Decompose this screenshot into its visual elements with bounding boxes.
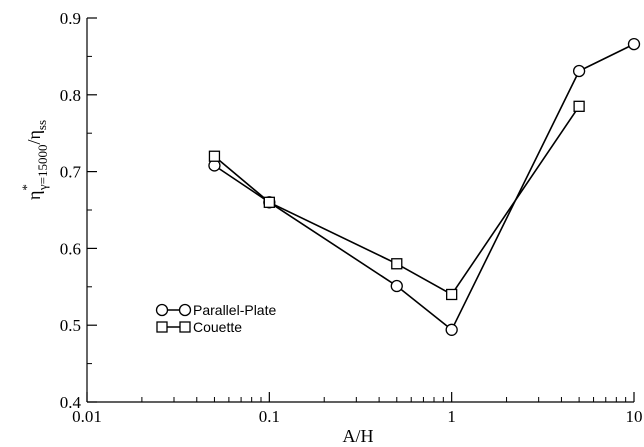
data-point-square xyxy=(208,150,221,162)
y-tick-label: 0.5 xyxy=(60,316,81,335)
y-axis-label-sub2: ss xyxy=(34,120,49,130)
data-point-circle xyxy=(572,64,586,78)
legend-marker-circle xyxy=(155,303,169,317)
y-tick-label: 0.8 xyxy=(60,86,81,105)
data-point-circle xyxy=(445,323,458,336)
y-axis-label-base: η xyxy=(24,191,44,200)
ticks: 0.01 0.1 1 10 0.4 0.5 0.6 0.7 0.8 0.9 xyxy=(60,9,643,426)
x-tick-label: 0.1 xyxy=(259,407,280,426)
data-point-circle xyxy=(390,279,403,293)
y-axis-label: η*γ=15000/ηss xyxy=(19,120,50,200)
series xyxy=(208,37,641,336)
legend-marker-circle xyxy=(178,303,192,317)
x-tick-label: 0.01 xyxy=(72,407,102,426)
y-tick-label: 0.9 xyxy=(60,9,81,28)
x-tick-label: 10 xyxy=(626,407,643,426)
series-couette xyxy=(208,100,585,301)
axes xyxy=(86,18,634,403)
data-point-square xyxy=(263,196,275,208)
data-point-square xyxy=(573,100,585,112)
x-axis-label: A/H xyxy=(343,426,374,446)
data-point-circle xyxy=(627,37,641,51)
legend-label: Parallel-Plate xyxy=(193,302,276,318)
y-tick-label: 0.6 xyxy=(60,239,81,258)
y-tick-label: 0.4 xyxy=(60,393,82,412)
data-point-square xyxy=(446,288,458,301)
series-line xyxy=(213,43,635,332)
y-tick-label: 0.7 xyxy=(60,163,82,182)
legend-label: Couette xyxy=(193,319,242,335)
y-axis-label-sub: γ=15000 xyxy=(35,145,50,192)
y-axis-label-slash: /η xyxy=(24,130,44,144)
legend-marker-square xyxy=(179,321,191,333)
legend-marker-square xyxy=(156,321,168,333)
data-point-square xyxy=(391,258,403,270)
y-axis-label-sup: * xyxy=(19,184,34,191)
series-parallel-plate xyxy=(208,37,641,336)
x-tick-label: 1 xyxy=(447,407,456,426)
